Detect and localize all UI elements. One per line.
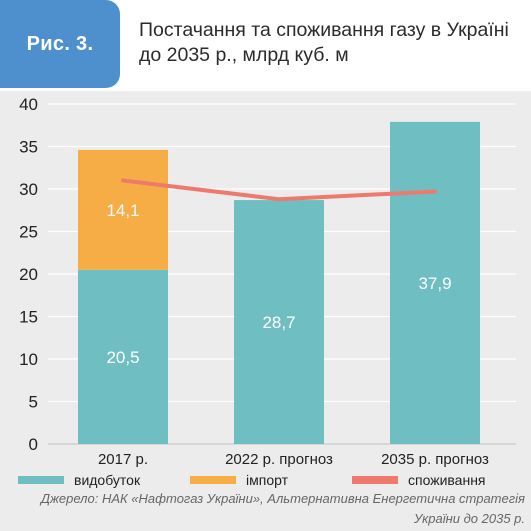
y-tick-label: 35 bbox=[19, 138, 38, 157]
y-tick-label: 10 bbox=[19, 350, 38, 369]
line-споживання bbox=[121, 178, 437, 202]
source-note: Джерело: НАК «Нафтогаз України», Альтерн… bbox=[40, 491, 525, 526]
legend-label: імпорт bbox=[246, 472, 289, 488]
y-tick-label: 5 bbox=[29, 393, 38, 412]
y-tick-label: 40 bbox=[19, 95, 38, 114]
data-label: 37,9 bbox=[418, 274, 451, 293]
y-tick-label: 15 bbox=[19, 308, 38, 327]
data-label: 28,7 bbox=[262, 313, 295, 332]
figure-label-badge: Рис. 3. bbox=[0, 0, 120, 88]
y-tick-label: 25 bbox=[19, 223, 38, 242]
y-tick-label: 30 bbox=[19, 180, 38, 199]
x-category-label: 2022 р. прогноз bbox=[225, 451, 333, 468]
legend-label: споживання bbox=[408, 472, 486, 488]
data-label: 20,5 bbox=[106, 348, 139, 367]
legend-swatch bbox=[190, 476, 236, 484]
bar-видобуток bbox=[390, 121, 480, 444]
legend-swatch bbox=[18, 476, 64, 484]
bar-видобуток bbox=[78, 269, 168, 444]
data-label: 14,1 bbox=[106, 201, 139, 220]
legend-swatch bbox=[352, 476, 398, 484]
legend-label: видобуток bbox=[74, 472, 141, 488]
chart-title: Постачання та споживання газу в Україні … bbox=[139, 19, 509, 66]
y-tick-label: 0 bbox=[29, 435, 38, 454]
bar-видобуток bbox=[234, 200, 324, 444]
y-tick-label: 20 bbox=[19, 265, 38, 284]
chart-header: Рис. 3. Постачання та споживання газу в … bbox=[0, 0, 531, 90]
x-category-label: 2035 р. прогноз bbox=[381, 451, 489, 468]
x-category-label: 2017 р. bbox=[98, 451, 148, 468]
bar-імпорт bbox=[78, 149, 168, 270]
